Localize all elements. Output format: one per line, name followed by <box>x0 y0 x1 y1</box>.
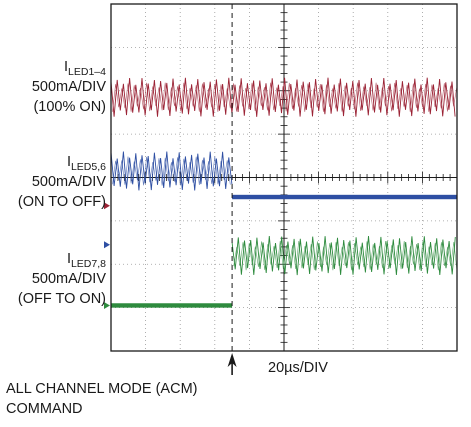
series-name-sub: LED7,8 <box>71 258 106 270</box>
series-scale-label: 500mA/DIV <box>32 174 106 190</box>
series-name-main: I <box>67 154 71 170</box>
series-name-label: ILED5,6 <box>67 154 106 173</box>
series-trace-3 <box>111 236 458 308</box>
series-state-label: (ON TO OFF) <box>18 194 106 210</box>
ground-markers <box>104 202 110 309</box>
series-state-label: (OFF TO ON) <box>18 291 106 307</box>
series-trace-2 <box>110 151 457 200</box>
ground-marker-icon <box>104 301 110 309</box>
trace-ripple-envelope <box>233 240 458 271</box>
series-name-sub: LED5,6 <box>71 161 106 173</box>
traces <box>110 77 458 308</box>
series-name-main: I <box>64 59 68 75</box>
trace-ripple-segment <box>110 151 233 191</box>
plot-frame <box>110 3 458 352</box>
series-state-label: (100% ON) <box>33 99 106 115</box>
ground-marker-icon <box>104 202 110 210</box>
trace-ripple-segment <box>231 236 456 276</box>
series-scale-label: 500mA/DIV <box>32 271 106 287</box>
series-trace-1 <box>110 77 457 117</box>
ground-marker-icon <box>104 241 110 249</box>
series-name-main: I <box>67 251 71 267</box>
trace-flat-segment <box>111 303 233 308</box>
acm-annotation-line1: ALL CHANNEL MODE (ACM) <box>6 381 197 397</box>
acm-annotation-line2: COMMAND <box>6 401 83 417</box>
time-scale-label: 20µs/DIV <box>268 360 328 376</box>
acm-arrow-icon <box>227 353 237 375</box>
series-name-label: ILED7,8 <box>67 251 106 270</box>
trace-ripple-segment <box>110 77 456 117</box>
series-name-sub: LED1–4 <box>68 66 106 78</box>
trace-flat-segment <box>232 194 457 200</box>
series-scale-label: 500mA/DIV <box>32 79 106 95</box>
series-name-label: ILED1–4 <box>64 59 106 78</box>
trace-ripple-envelope <box>112 82 457 112</box>
trace-ripple-envelope <box>112 156 231 186</box>
